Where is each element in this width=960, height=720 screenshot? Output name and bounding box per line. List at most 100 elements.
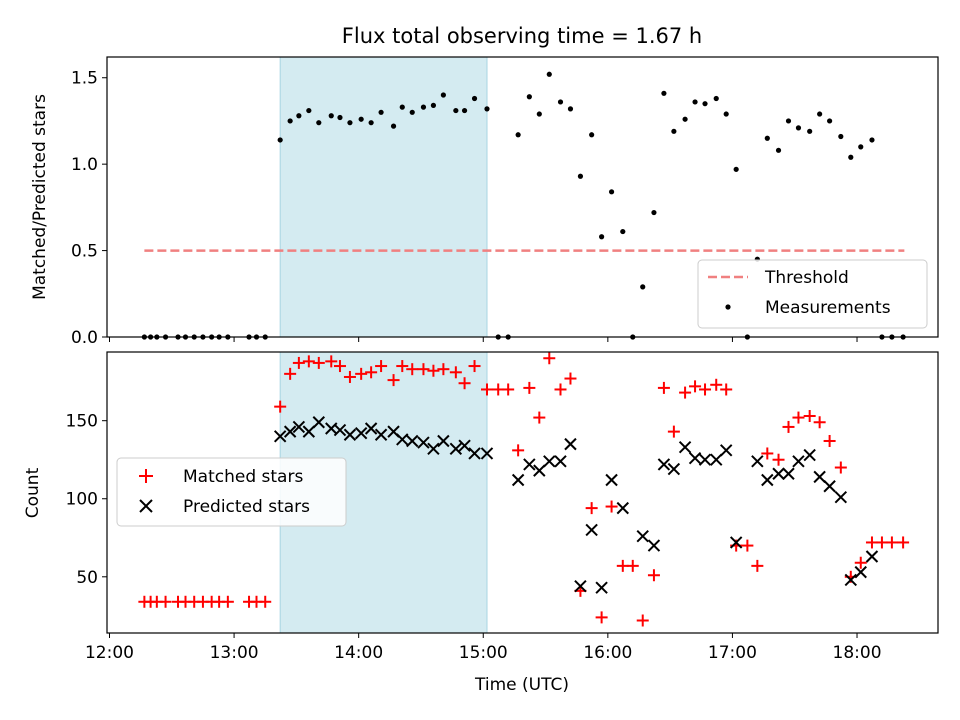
- predicted-stars-point: [543, 455, 556, 468]
- matched-stars-point: [274, 400, 287, 413]
- matched-stars-point: [792, 411, 805, 424]
- predicted-stars-point: [605, 473, 618, 487]
- legend-threshold-label: Threshold: [764, 268, 849, 288]
- matched-stars-point: [834, 461, 847, 474]
- matched-stars-point: [533, 411, 546, 424]
- measurement-point: [817, 111, 823, 117]
- matched-stars-point: [679, 386, 692, 399]
- predicted-stars-point: [417, 436, 430, 449]
- predicted-stars-point: [698, 453, 712, 466]
- matched-stars-point: [417, 363, 430, 376]
- matched-stars-point: [449, 366, 462, 379]
- measurement-point: [858, 144, 864, 150]
- predicted-stars-point: [865, 550, 879, 563]
- matched-stars-point: [325, 355, 338, 368]
- matched-stars-point: [720, 383, 733, 396]
- matched-stars-point: [437, 363, 450, 376]
- measurement-point: [378, 109, 384, 115]
- measurement-point: [287, 118, 293, 124]
- predicted-stars-point: [585, 523, 598, 537]
- predicted-stars-point: [729, 536, 743, 549]
- measurement-point: [328, 113, 334, 119]
- matched-stars-point: [427, 364, 440, 377]
- y-tick-label: 0.5: [71, 242, 98, 262]
- measurement-point: [577, 173, 584, 179]
- measurement-point: [723, 111, 729, 117]
- x-tick-label: 13:00: [210, 643, 259, 663]
- predicted-stars-point: [480, 447, 494, 460]
- predicted-stars-point: [343, 428, 357, 441]
- predicted-stars-point: [772, 467, 785, 480]
- measurement-point: [733, 166, 739, 172]
- predicted-stars-point: [458, 439, 471, 452]
- measurement-point: [440, 92, 446, 98]
- measurement-point: [557, 99, 564, 105]
- measurement-point: [471, 95, 478, 102]
- x-tick-label: 15:00: [459, 643, 508, 663]
- measurement-point: [838, 133, 844, 140]
- measurement-point: [536, 111, 542, 117]
- matched-stars-point: [636, 614, 649, 627]
- measurement-point: [671, 128, 677, 134]
- predicted-stars-point: [273, 430, 287, 443]
- measurement-point: [515, 132, 521, 138]
- counts-legend: Matched stars Predicted stars: [116, 457, 347, 527]
- predicted-stars-point: [616, 501, 630, 515]
- y-tick-label: 1.5: [71, 69, 98, 89]
- measurement-point: [484, 106, 490, 112]
- predicted-stars-point: [554, 455, 567, 468]
- predicted-stars-point: [647, 539, 661, 552]
- measurement-point: [661, 90, 667, 96]
- predicted-stars-point: [782, 467, 795, 480]
- predicted-stars-point: [449, 442, 463, 455]
- measurement-point: [461, 107, 468, 114]
- matched-stars-point: [689, 380, 702, 393]
- matched-stars-point: [595, 611, 608, 624]
- predicted-stars-point: [354, 426, 368, 440]
- predicted-stars-point: [678, 441, 692, 454]
- x-tick-label: 14:00: [334, 643, 383, 663]
- measurement-point: [390, 123, 397, 129]
- measurement-point: [795, 125, 802, 131]
- matched-stars-point: [221, 595, 234, 608]
- observing-span-highlight: [279, 56, 488, 338]
- measurement-point: [430, 102, 437, 108]
- measurement-point: [358, 116, 364, 122]
- matched-stars-point: [897, 536, 910, 549]
- measurement-point: [807, 128, 813, 134]
- measurement-point: [608, 189, 615, 195]
- measurement-point: [713, 95, 719, 102]
- matched-stars-point: [647, 569, 660, 582]
- measurement-point: [702, 101, 708, 107]
- measurement-point: [399, 104, 405, 110]
- matched-stars-point: [302, 355, 315, 368]
- measurement-point: [567, 106, 574, 112]
- matched-stars-point: [710, 378, 723, 391]
- matched-stars-point: [626, 559, 639, 572]
- measurement-point: [775, 147, 782, 153]
- matched-stars-point: [885, 536, 898, 549]
- matched-stars-point: [782, 420, 795, 433]
- matched-stars-point: [605, 500, 618, 513]
- predicted-stars-point: [688, 451, 702, 465]
- matched-stars-point: [292, 356, 305, 369]
- matched-stars-point: [468, 360, 481, 373]
- measurement-point: [869, 137, 875, 143]
- predicted-stars-point: [595, 581, 608, 594]
- matched-stars-point: [375, 360, 388, 373]
- predicted-stars-point: [574, 579, 587, 593]
- measurement-point: [337, 114, 343, 121]
- matched-stars-point: [312, 356, 325, 369]
- matched-stars-point: [813, 416, 826, 429]
- predicted-stars-point: [834, 490, 848, 504]
- matched-stars-point: [284, 367, 297, 380]
- ratio-legend: Threshold Measurements: [697, 259, 928, 329]
- measurement-point: [368, 120, 374, 126]
- matched-stars-point: [365, 366, 378, 379]
- counts-y-axis-label: Count: [23, 467, 43, 518]
- matched-stars-point: [554, 383, 567, 396]
- counts-panel: 12:00 13:00 14:00 15:00 16:00 17:00 18:00 50 100…: [23, 351, 939, 695]
- predicted-stars-point: [396, 433, 409, 446]
- matched-stars-point: [585, 502, 598, 515]
